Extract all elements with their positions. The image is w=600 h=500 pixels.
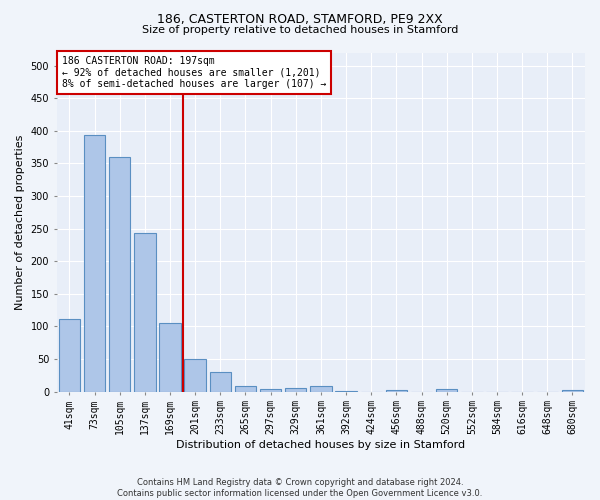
Bar (84, 134, 105, 392)
Text: Contains HM Land Registry data © Crown copyright and database right 2024.
Contai: Contains HM Land Registry data © Crown c… (118, 478, 482, 498)
Text: 186 CASTERTON ROAD: 197sqm
← 92% of detached houses are smaller (1,201)
8% of se: 186 CASTERTON ROAD: 197sqm ← 92% of deta… (62, 56, 326, 89)
X-axis label: Distribution of detached houses by size in Stamford: Distribution of detached houses by size … (176, 440, 466, 450)
Bar (260, 389, 281, 392)
Bar (59, 319, 80, 392)
Bar (335, 391, 357, 392)
Bar (285, 388, 307, 392)
Y-axis label: Number of detached properties: Number of detached properties (15, 134, 25, 310)
Bar (562, 390, 583, 392)
Bar (209, 372, 231, 392)
Bar (184, 359, 206, 392)
Bar (310, 386, 332, 392)
Bar (235, 386, 256, 392)
Bar (134, 233, 155, 392)
Bar (386, 390, 407, 392)
Bar (436, 389, 457, 392)
Bar (160, 323, 181, 392)
Bar (109, 157, 130, 392)
Text: 186, CASTERTON ROAD, STAMFORD, PE9 2XX: 186, CASTERTON ROAD, STAMFORD, PE9 2XX (157, 12, 443, 26)
Text: Size of property relative to detached houses in Stamford: Size of property relative to detached ho… (142, 25, 458, 35)
